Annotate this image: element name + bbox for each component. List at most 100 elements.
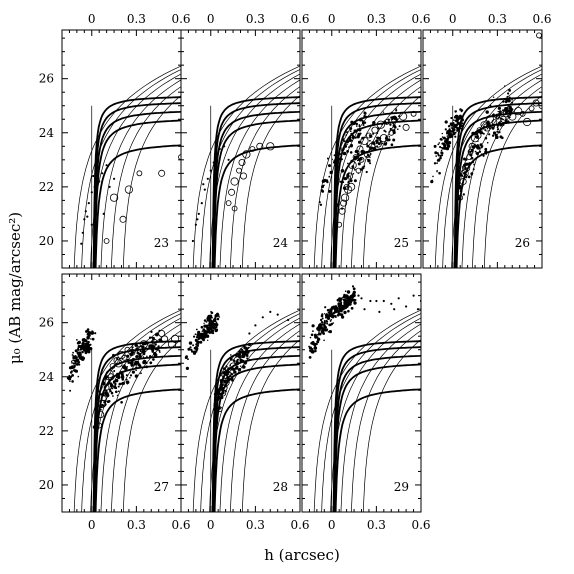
data-point bbox=[317, 333, 319, 336]
data-point bbox=[458, 187, 461, 190]
data-point bbox=[105, 164, 108, 167]
x-tick-label-top: 0.6 bbox=[532, 12, 551, 26]
data-point bbox=[87, 333, 91, 337]
data-point bbox=[438, 142, 441, 144]
data-point bbox=[231, 379, 234, 382]
data-point bbox=[131, 351, 135, 354]
data-point bbox=[223, 367, 226, 371]
data-circle bbox=[467, 148, 474, 155]
data-point bbox=[129, 377, 131, 379]
data-point bbox=[109, 382, 112, 385]
data-point bbox=[357, 152, 360, 156]
data-circle bbox=[221, 378, 230, 387]
data-point bbox=[76, 351, 80, 355]
panel-label: 28 bbox=[273, 480, 288, 494]
data-circle bbox=[358, 156, 365, 163]
data-point bbox=[385, 142, 388, 145]
data-point bbox=[378, 310, 381, 313]
data-point bbox=[319, 318, 323, 322]
data-point bbox=[85, 339, 88, 341]
data-point bbox=[441, 142, 444, 145]
data-point bbox=[432, 175, 434, 178]
data-circle bbox=[230, 177, 239, 186]
data-point bbox=[142, 352, 146, 356]
data-point bbox=[343, 303, 347, 307]
data-point bbox=[69, 380, 71, 383]
data-point bbox=[321, 328, 325, 332]
data-point bbox=[335, 160, 339, 164]
data-point bbox=[497, 106, 501, 110]
data-point bbox=[326, 308, 330, 312]
data-point bbox=[397, 128, 399, 130]
data-point bbox=[216, 317, 220, 321]
data-point bbox=[443, 144, 446, 146]
data-circle bbox=[460, 169, 469, 178]
data-point bbox=[356, 125, 358, 127]
data-point bbox=[308, 356, 312, 359]
panel-label: 26 bbox=[515, 236, 530, 250]
data-point bbox=[327, 331, 330, 333]
data-point bbox=[203, 319, 207, 322]
data-point bbox=[203, 322, 205, 324]
data-point bbox=[343, 144, 347, 148]
data-point bbox=[479, 143, 483, 147]
data-point bbox=[463, 171, 466, 175]
data-point bbox=[459, 108, 462, 111]
data-point bbox=[157, 345, 160, 348]
x-tick-label-bottom: 0.6 bbox=[411, 518, 430, 532]
data-point bbox=[97, 398, 100, 401]
data-point bbox=[192, 344, 195, 347]
data-point bbox=[335, 307, 338, 309]
data-circle bbox=[474, 131, 482, 139]
data-point bbox=[194, 333, 197, 336]
data-point bbox=[497, 110, 499, 113]
data-point bbox=[332, 312, 335, 315]
data-point bbox=[195, 350, 198, 353]
data-point bbox=[363, 111, 367, 115]
data-circle bbox=[410, 110, 417, 117]
x-tick-label-top: 0.3 bbox=[246, 12, 265, 26]
data-circle bbox=[110, 193, 119, 202]
data-point bbox=[131, 346, 134, 349]
data-point bbox=[150, 330, 153, 333]
data-point bbox=[485, 110, 489, 114]
data-point bbox=[244, 350, 247, 353]
data-point bbox=[340, 301, 343, 304]
data-circle bbox=[398, 112, 408, 121]
data-point bbox=[459, 189, 463, 193]
data-point bbox=[152, 358, 155, 361]
data-point bbox=[358, 117, 363, 122]
data-point bbox=[89, 343, 92, 346]
thin-model-curve-4 bbox=[219, 323, 300, 512]
thick-model-curve-5 bbox=[94, 144, 181, 268]
data-point bbox=[77, 360, 80, 364]
data-point bbox=[321, 317, 324, 320]
data-point bbox=[345, 178, 348, 180]
data-point bbox=[509, 106, 512, 110]
data-point bbox=[226, 373, 229, 376]
data-circle bbox=[491, 119, 498, 125]
data-point bbox=[84, 342, 88, 346]
data-circle bbox=[107, 373, 115, 381]
data-point bbox=[381, 123, 383, 126]
data-circle bbox=[220, 384, 228, 392]
data-point bbox=[397, 297, 400, 300]
data-circle bbox=[336, 221, 343, 228]
data-point bbox=[199, 340, 203, 344]
x-tick-label-top: 0.6 bbox=[290, 12, 309, 26]
data-circle bbox=[103, 238, 110, 244]
data-point bbox=[367, 159, 371, 163]
data-point bbox=[315, 342, 318, 346]
data-point bbox=[78, 356, 82, 360]
data-point bbox=[439, 138, 442, 141]
data-point bbox=[364, 115, 368, 119]
data-circle bbox=[355, 167, 362, 174]
data-point bbox=[440, 151, 443, 154]
panel-frame bbox=[180, 29, 301, 269]
data-point bbox=[134, 374, 139, 378]
data-circle bbox=[459, 177, 467, 185]
data-point bbox=[244, 346, 247, 350]
data-point bbox=[353, 179, 357, 183]
data-point bbox=[212, 161, 215, 164]
thin-model-curve-3 bbox=[209, 317, 300, 512]
